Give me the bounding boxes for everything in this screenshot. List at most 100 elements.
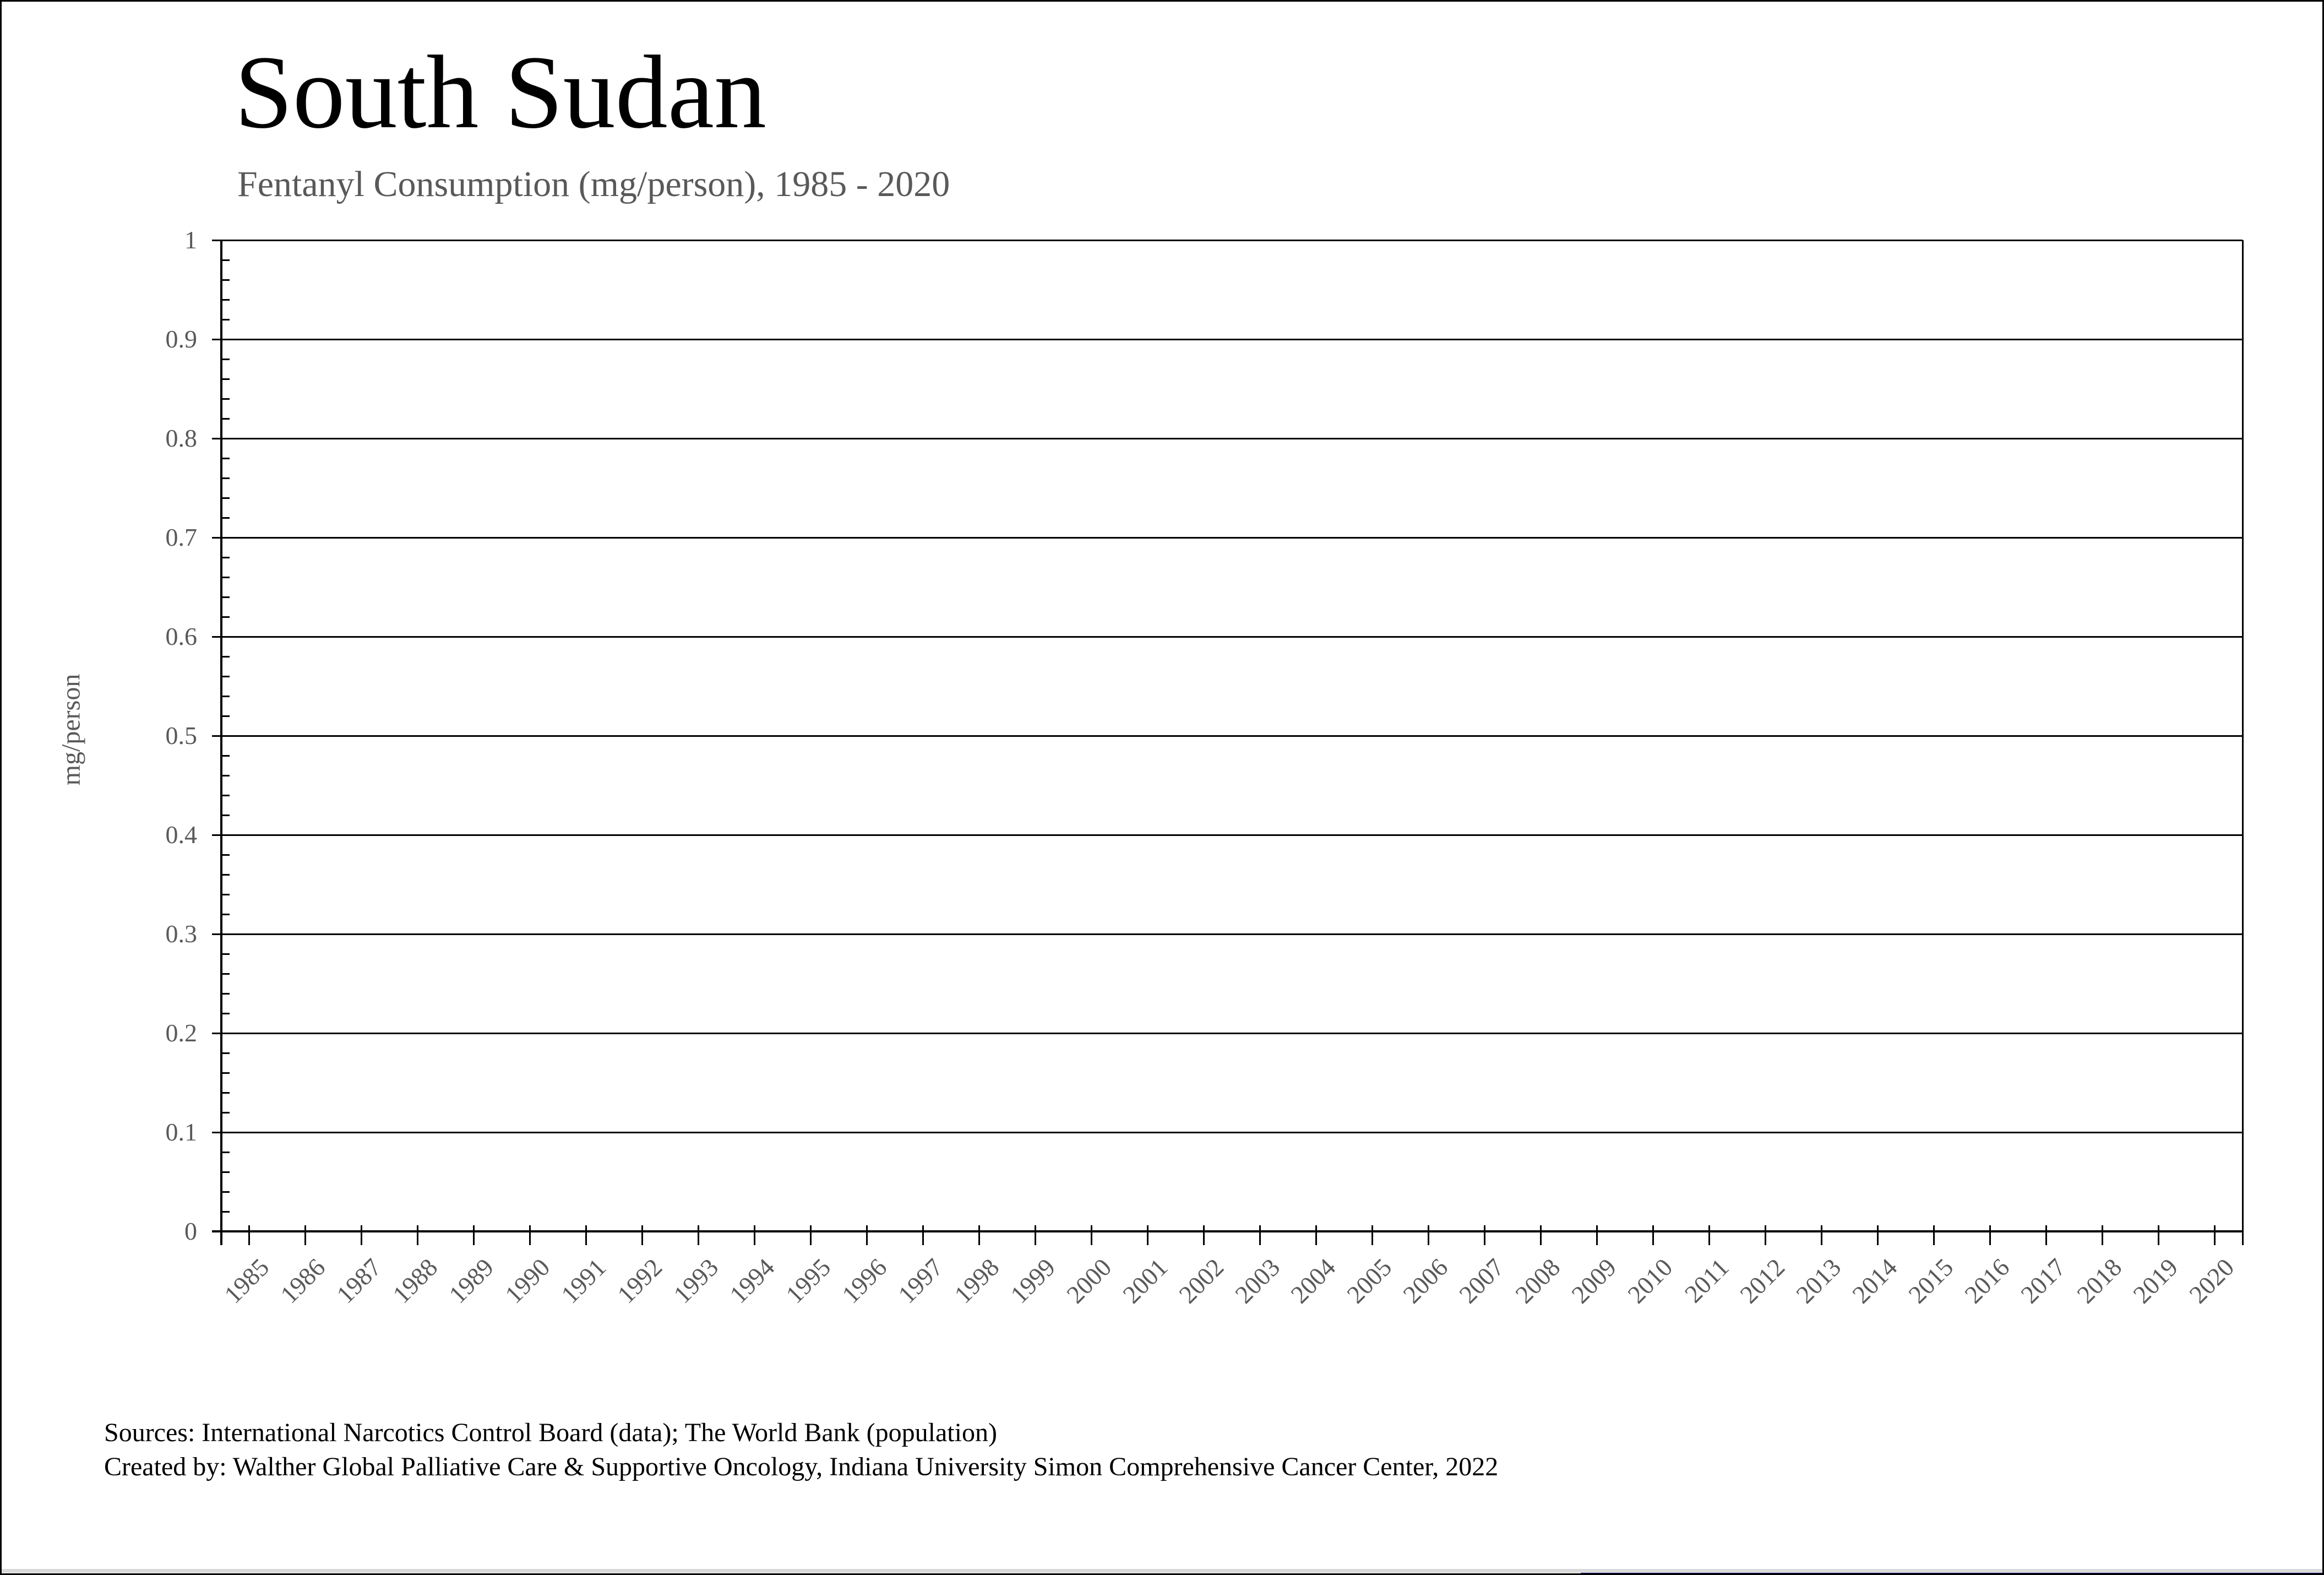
x-major-tick xyxy=(2213,1225,2216,1245)
y-gridline xyxy=(212,636,2243,638)
y-minor-tick xyxy=(222,497,230,499)
y-minor-tick xyxy=(222,418,230,420)
y-minor-tick xyxy=(222,914,230,915)
y-minor-tick xyxy=(222,1211,230,1213)
y-minor-tick xyxy=(222,953,230,955)
y-gridline xyxy=(212,933,2243,935)
y-tick-label: 0.4 xyxy=(165,821,198,849)
y-minor-tick xyxy=(222,1013,230,1014)
y-minor-tick xyxy=(222,676,230,677)
x-tick-label: 2012 xyxy=(1734,1253,1790,1309)
y-minor-tick xyxy=(222,1171,230,1173)
y-minor-tick xyxy=(222,1191,230,1193)
x-tick-label: 2018 xyxy=(2071,1253,2127,1309)
x-tick-label: 1988 xyxy=(387,1253,443,1309)
y-minor-tick xyxy=(222,279,230,281)
x-tick-label: 1990 xyxy=(499,1253,556,1309)
y-minor-tick xyxy=(222,299,230,301)
x-major-tick xyxy=(1989,1225,1991,1245)
y-gridline xyxy=(212,339,2243,340)
x-tick-label: 1987 xyxy=(331,1253,387,1309)
x-major-tick xyxy=(2157,1225,2159,1245)
y-minor-tick xyxy=(222,755,230,757)
x-major-tick xyxy=(473,1225,475,1245)
x-major-tick xyxy=(1652,1225,1654,1245)
x-tick-label: 2010 xyxy=(1622,1253,1678,1309)
y-axis-line xyxy=(220,240,222,1245)
x-tick-label: 1989 xyxy=(443,1253,499,1309)
x-tick-label: 1993 xyxy=(668,1253,724,1309)
chart-title: South Sudan xyxy=(235,35,766,150)
x-major-tick xyxy=(361,1225,363,1245)
y-minor-tick xyxy=(222,359,230,360)
x-tick-label: 2016 xyxy=(1959,1253,2015,1309)
x-major-tick xyxy=(1764,1225,1766,1245)
x-tick-label: 1994 xyxy=(723,1253,780,1309)
y-minor-tick xyxy=(222,854,230,856)
y-minor-tick xyxy=(222,577,230,578)
x-major-tick xyxy=(1483,1225,1485,1245)
y-minor-tick xyxy=(222,656,230,658)
x-major-tick xyxy=(978,1225,981,1245)
x-tick-label: 2007 xyxy=(1454,1253,1510,1309)
y-gridline xyxy=(212,1132,2243,1133)
y-tick-label: 1 xyxy=(184,226,197,254)
y-minor-tick xyxy=(222,1072,230,1074)
x-major-tick xyxy=(1539,1225,1542,1245)
y-minor-tick xyxy=(222,795,230,796)
x-major-tick xyxy=(529,1225,531,1245)
y-minor-tick xyxy=(222,973,230,975)
x-tick-label: 1992 xyxy=(612,1253,668,1309)
x-tick-label: 2017 xyxy=(2015,1253,2071,1309)
x-major-tick xyxy=(1820,1225,1822,1245)
x-tick-label: 1996 xyxy=(836,1253,892,1309)
x-tick-label: 2005 xyxy=(1341,1253,1397,1309)
y-tick-label: 0.2 xyxy=(165,1019,198,1047)
x-major-tick xyxy=(1315,1225,1317,1245)
y-minor-tick xyxy=(222,894,230,895)
x-major-tick xyxy=(1091,1225,1093,1245)
y-minor-tick xyxy=(222,814,230,816)
y-minor-tick xyxy=(222,874,230,876)
y-tick-label: 0.5 xyxy=(165,721,198,750)
x-tick-label: 2008 xyxy=(1510,1253,1566,1309)
x-tick-label: 1999 xyxy=(1004,1253,1060,1309)
x-tick-label: 2006 xyxy=(1397,1253,1454,1309)
x-tick-label: 2003 xyxy=(1229,1253,1285,1309)
source-note: Sources: International Narcotics Control… xyxy=(104,1416,1498,1484)
y-minor-tick xyxy=(222,1052,230,1054)
y-minor-tick xyxy=(222,319,230,321)
y-tick-label: 0.7 xyxy=(165,523,198,551)
x-tick-label: 1991 xyxy=(556,1253,612,1309)
x-tick-label: 2013 xyxy=(1790,1253,1847,1309)
y-minor-tick xyxy=(222,1112,230,1114)
x-tick-label: 2009 xyxy=(1566,1253,1622,1309)
created-by-line: Created by: Walther Global Palliative Ca… xyxy=(104,1452,1499,1481)
y-tick-label: 0 xyxy=(184,1217,197,1245)
x-major-tick xyxy=(1596,1225,1598,1245)
x-major-tick xyxy=(922,1225,924,1245)
y-minor-tick xyxy=(222,458,230,459)
y-minor-tick xyxy=(222,398,230,400)
x-major-tick xyxy=(1933,1225,1935,1245)
x-major-tick xyxy=(754,1225,756,1245)
x-major-tick xyxy=(304,1225,307,1245)
y-tick-label: 0.1 xyxy=(165,1118,198,1146)
chart-subtitle: Fentanyl Consumption (mg/person), 1985 -… xyxy=(237,164,950,204)
x-tick-label: 1986 xyxy=(275,1253,331,1309)
bottom-edge-window-strip xyxy=(1581,1573,2324,1575)
x-tick-label: 2002 xyxy=(1173,1253,1229,1309)
x-major-tick xyxy=(641,1225,644,1245)
y-minor-tick xyxy=(222,616,230,618)
x-major-tick xyxy=(1203,1225,1205,1245)
y-tick-label: 0.9 xyxy=(165,325,198,353)
x-major-tick xyxy=(248,1225,251,1245)
y-minor-tick xyxy=(222,1152,230,1153)
y-gridline xyxy=(212,1033,2243,1034)
y-tick-label: 0.3 xyxy=(165,920,198,948)
x-tick-label: 2004 xyxy=(1285,1253,1341,1309)
y-minor-tick xyxy=(222,557,230,558)
y-minor-tick xyxy=(222,715,230,717)
source-line: Sources: International Narcotics Control… xyxy=(104,1418,997,1447)
